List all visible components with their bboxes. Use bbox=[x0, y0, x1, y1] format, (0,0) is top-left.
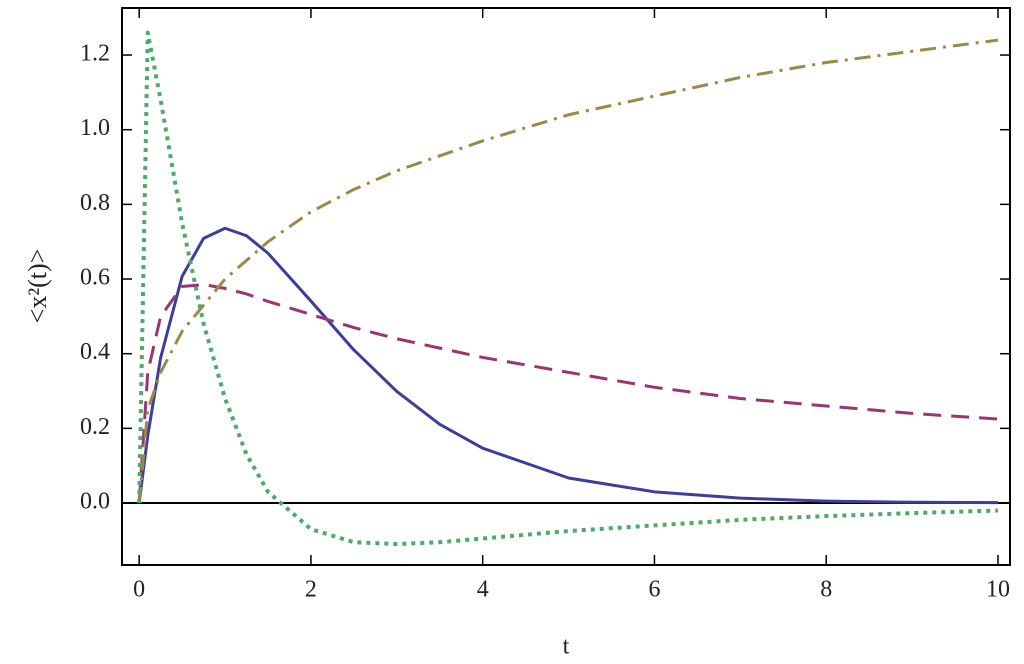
y-tick-label: 0.4 bbox=[80, 339, 110, 365]
y-tick-label: 0.0 bbox=[80, 489, 110, 515]
y-tick-label: 0.6 bbox=[80, 265, 110, 291]
plot-frame bbox=[121, 7, 1011, 566]
series-line bbox=[137, 283, 999, 504]
series-line bbox=[137, 226, 998, 505]
x-tick-label: 2 bbox=[305, 577, 317, 603]
x-tick-label: 8 bbox=[820, 577, 832, 603]
y-tick-label: 0.8 bbox=[80, 190, 110, 216]
y-axis-label: <x²(t)> bbox=[23, 249, 52, 324]
y-tick-label: 1.0 bbox=[80, 115, 110, 141]
series-line bbox=[137, 30, 999, 547]
x-tick-label: 6 bbox=[648, 577, 660, 603]
x-tick-label: 0 bbox=[133, 577, 145, 603]
y-tick-label: 1.2 bbox=[80, 41, 110, 67]
x-axis-label: t bbox=[563, 634, 570, 660]
y-tick-label: 0.2 bbox=[80, 414, 110, 440]
series-line bbox=[137, 38, 999, 504]
x-tick-label: 10 bbox=[986, 577, 1010, 603]
x-tick-label: 4 bbox=[477, 577, 489, 603]
